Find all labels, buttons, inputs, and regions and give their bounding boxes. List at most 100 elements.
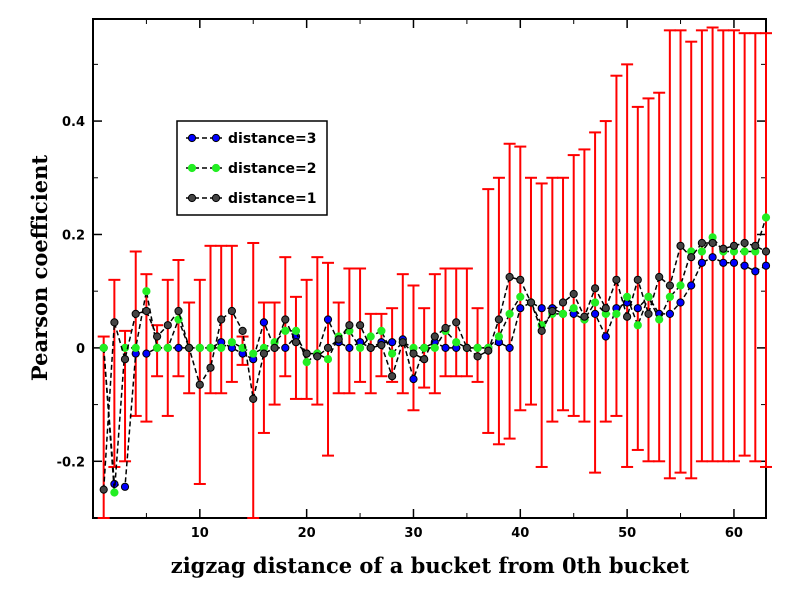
data-point <box>388 338 397 347</box>
y-tick-label: 0 <box>76 342 85 357</box>
data-point <box>345 343 354 352</box>
data-point <box>761 261 771 270</box>
legend-marker-distance-2 <box>187 163 197 173</box>
axis-ticks: 10 20 30 40 50 60 -0.2 0 0.2 0.4 <box>57 19 766 541</box>
data-point <box>195 380 204 389</box>
data-point <box>633 275 642 284</box>
error-bar <box>674 29 687 474</box>
error-bar <box>396 273 409 395</box>
legend-label-distance-3: distance=3 <box>228 131 317 147</box>
data-series <box>99 213 771 497</box>
data-point <box>633 321 642 330</box>
data-point <box>591 298 600 307</box>
data-point <box>334 335 343 344</box>
data-point <box>537 326 546 335</box>
legend-marker-distance-3-b <box>211 133 221 143</box>
data-point <box>623 312 632 321</box>
data-point <box>591 309 600 318</box>
data-point <box>345 321 354 330</box>
data-point <box>174 343 183 352</box>
data-point <box>665 292 675 301</box>
data-point <box>761 247 771 256</box>
data-point <box>238 326 247 335</box>
data-point <box>708 253 717 262</box>
data-point <box>612 309 621 318</box>
data-point <box>420 355 429 364</box>
error-bar <box>492 176 505 446</box>
data-point <box>227 338 236 347</box>
error-bar <box>610 74 623 417</box>
x-tick-label: 30 <box>404 526 422 541</box>
data-point <box>206 363 215 372</box>
data-point <box>323 343 333 352</box>
data-point <box>366 332 375 341</box>
x-tick-label: 10 <box>191 526 209 541</box>
data-point <box>740 247 749 256</box>
error-bar <box>439 267 452 378</box>
legend: distance=3 distance=2 distance=1 <box>176 120 328 216</box>
error-bar <box>482 188 495 434</box>
data-point <box>163 321 172 330</box>
data-point <box>761 213 771 222</box>
y-tick-label: 0.4 <box>62 115 85 130</box>
data-point <box>409 349 418 358</box>
data-point <box>281 326 290 335</box>
error-bar <box>599 120 612 423</box>
data-point <box>270 343 279 352</box>
data-point <box>452 338 461 347</box>
error-bar <box>332 301 345 395</box>
data-point <box>462 343 471 352</box>
data-point <box>302 358 311 367</box>
error-bar <box>663 29 676 480</box>
data-point <box>719 244 728 253</box>
data-point <box>580 312 589 321</box>
data-point <box>217 343 226 352</box>
legend-entry-distance-3: distance=3 <box>186 131 317 147</box>
legend-marker-distance-3 <box>187 133 197 143</box>
series-distance-1 <box>99 238 771 494</box>
data-point <box>505 272 514 282</box>
data-point <box>537 304 546 313</box>
data-point <box>120 355 130 364</box>
data-point <box>751 267 760 276</box>
legend-label-distance-2: distance=2 <box>228 161 317 177</box>
data-point <box>227 306 236 316</box>
data-point <box>676 298 685 307</box>
data-point <box>505 343 514 352</box>
x-tick-label: 50 <box>618 526 636 541</box>
data-point <box>120 482 130 491</box>
data-point <box>377 326 386 335</box>
data-point <box>655 315 664 324</box>
data-point <box>687 253 696 262</box>
error-bar <box>567 154 580 417</box>
error-bar <box>289 295 302 400</box>
data-point <box>99 485 108 494</box>
data-point <box>356 321 365 330</box>
data-point <box>665 281 675 290</box>
y-axis-label: Pearson coefficient <box>27 155 52 381</box>
data-point <box>441 343 450 352</box>
data-point <box>259 349 268 358</box>
error-bar <box>300 278 313 400</box>
data-point <box>719 258 728 267</box>
error-bar <box>524 176 537 406</box>
data-point <box>516 292 525 301</box>
data-point <box>366 343 375 352</box>
data-point <box>281 343 290 352</box>
data-point <box>430 332 439 341</box>
y-tick-label: 0.2 <box>62 228 85 243</box>
data-point <box>676 241 685 250</box>
data-point <box>505 309 514 318</box>
error-bar <box>247 241 260 519</box>
error-bar <box>460 267 473 378</box>
data-point <box>313 352 322 361</box>
data-point <box>142 349 151 358</box>
data-point <box>740 261 749 270</box>
data-point <box>687 281 696 290</box>
error-bar <box>311 256 324 406</box>
data-point <box>569 289 578 299</box>
data-point <box>420 343 429 352</box>
legend-marker-distance-1-b <box>211 193 221 203</box>
legend-marker-distance-1 <box>187 193 197 203</box>
